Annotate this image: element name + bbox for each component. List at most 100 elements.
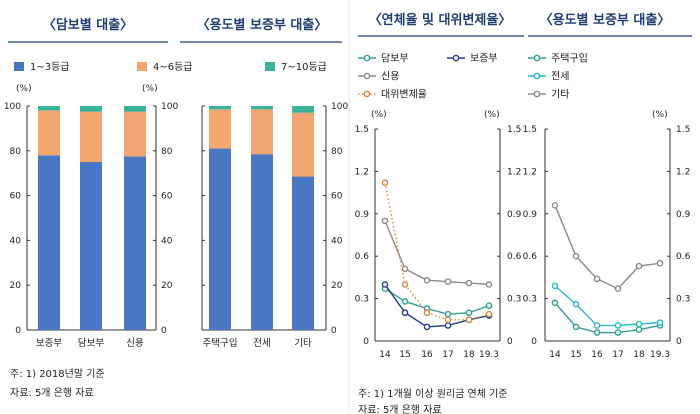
line1-point-1-0 bbox=[381, 281, 389, 288]
line1-point-0-5 bbox=[485, 302, 493, 309]
bar2-bar-1-0 bbox=[251, 154, 273, 330]
line1-point-3-5 bbox=[485, 310, 493, 318]
line2-legend-marker-0 bbox=[533, 54, 541, 62]
legend-swatch-grade710 bbox=[265, 62, 275, 71]
bar1-xtick-0: 보증부 bbox=[36, 338, 62, 349]
line1-point-3-2 bbox=[423, 309, 431, 317]
line2-legend-marker-1 bbox=[533, 72, 541, 80]
line2-point-1-2 bbox=[593, 322, 601, 329]
bar1-bar-2-1 bbox=[124, 111, 146, 157]
line-panel2-plot: 0 0 0.3 0.3 0.6 0.6 0.9 0.9 1.2 1.2 1.5 1.5 14 15 16 17… bbox=[523, 125, 691, 360]
bar1-ytick-right: 60 bbox=[161, 192, 173, 202]
line1-ytick-right: 1.2 bbox=[507, 167, 521, 177]
bar2-bar-2-1 bbox=[292, 112, 314, 177]
line1-legend-label-1: 보증부 bbox=[470, 53, 498, 65]
line1-ytick-right: 0.6 bbox=[507, 252, 522, 262]
line2-point-0-2 bbox=[593, 329, 601, 336]
bar-panel1-title-text: 담보별 대출 bbox=[56, 17, 120, 33]
line-unit-mid: (%) bbox=[484, 110, 500, 120]
line2-xtick-1: 15 bbox=[570, 350, 581, 360]
legend-label-grade13: 1~3등급 bbox=[30, 61, 70, 73]
line2-point-0-3 bbox=[614, 329, 622, 336]
bracket-close: 〉 bbox=[657, 12, 670, 28]
bar1-ytick-left: 0 bbox=[15, 326, 21, 336]
line-panel1-title: 〈연체율 및 대위변제율〉 bbox=[369, 12, 512, 28]
line1-ytick-left: 1.5 bbox=[355, 125, 369, 135]
line2-ytick-right: 0.9 bbox=[676, 210, 691, 220]
line1-point-2-3 bbox=[444, 278, 452, 285]
bar2-xtick-0: 주택구입 bbox=[203, 337, 238, 349]
line1-legend-marker-0 bbox=[363, 54, 371, 62]
line-panel1-plot: 0 0 0.3 0.3 0.6 0.6 0.9 0.9 1.2 1.2 1.5 1.5 14 15 16 17… bbox=[355, 125, 522, 360]
line2-ytick-left: 0.6 bbox=[523, 252, 538, 262]
line2-legend-marker-2 bbox=[533, 90, 541, 98]
line2-xtick-2: 16 bbox=[591, 350, 603, 360]
bar1-bar-1-2 bbox=[80, 106, 102, 112]
bar1-bar-1-0 bbox=[80, 162, 102, 330]
legend-label-grade46: 4~6등급 bbox=[153, 61, 193, 73]
bar2-xtick-1: 전세 bbox=[253, 338, 270, 349]
bar1-ytick-left: 20 bbox=[10, 281, 22, 291]
bar-panel2-title: 〈용도별 보증부 대출〉 bbox=[197, 17, 328, 33]
bar1-ytick-right: 20 bbox=[161, 281, 173, 291]
line1-xtick-1: 15 bbox=[399, 350, 410, 360]
bar2-ytick-right: 20 bbox=[331, 281, 343, 291]
line-unit-right: (%) bbox=[652, 110, 668, 120]
bar1-ytick-right: 100 bbox=[161, 102, 178, 112]
line2-point-2-3 bbox=[614, 285, 622, 293]
line1-ytick-left: 0 bbox=[363, 337, 369, 347]
line2-series-line-0 bbox=[554, 302, 661, 334]
line-panel2-title-text: 용도별 보증부 대출 bbox=[553, 12, 658, 28]
line2-xtick-0: 14 bbox=[549, 350, 561, 360]
line1-point-1-3 bbox=[444, 322, 452, 329]
line1-point-0-4 bbox=[465, 309, 473, 317]
line2-ytick-left: 0.9 bbox=[523, 210, 538, 220]
bracket-open: 〈 bbox=[43, 17, 56, 33]
line1-series-line-2 bbox=[384, 220, 490, 286]
line-unit-left: (%) bbox=[371, 110, 387, 120]
line1-ytick-right: 0.3 bbox=[507, 295, 521, 305]
line1-ytick-left: 0.6 bbox=[355, 252, 370, 262]
line2-ytick-right: 1.5 bbox=[676, 125, 690, 135]
line1-point-0-3 bbox=[444, 310, 452, 318]
bar1-ytick-right: 0 bbox=[161, 326, 167, 336]
line1-legend-marker-3 bbox=[363, 90, 371, 98]
line2-point-1-0 bbox=[551, 282, 559, 290]
line2-point-0-0 bbox=[551, 299, 559, 307]
bar2-bar-0-2 bbox=[209, 106, 231, 110]
line1-legend-marker-2 bbox=[363, 72, 371, 80]
legend-label-grade710: 7~10등급 bbox=[281, 61, 327, 73]
bracket-close: 〉 bbox=[314, 17, 327, 33]
line1-ytick-right: 1.5 bbox=[507, 125, 521, 135]
bar2-ytick-right: 80 bbox=[331, 147, 343, 157]
bar-unit-right: (%) bbox=[142, 84, 158, 94]
line2-ytick-left: 0.3 bbox=[523, 295, 537, 305]
line1-point-2-2 bbox=[423, 276, 431, 284]
line2-point-2-0 bbox=[551, 202, 559, 209]
line2-ytick-left: 1.2 bbox=[523, 167, 537, 177]
line1-point-2-4 bbox=[465, 279, 473, 287]
line2-point-0-4 bbox=[635, 326, 643, 333]
line1-ytick-right: 0 bbox=[507, 337, 513, 347]
line1-point-3-1 bbox=[401, 281, 409, 288]
bar2-xtick-2: 기타 bbox=[294, 338, 312, 349]
bar1-ytick-left: 40 bbox=[10, 236, 22, 246]
bar1-ytick-right: 40 bbox=[161, 236, 173, 246]
bar-unit-left: (%) bbox=[16, 84, 32, 94]
bracket-close: 〉 bbox=[120, 17, 133, 33]
line1-ytick-left: 1.2 bbox=[355, 167, 369, 177]
line1-xtick-0: 14 bbox=[379, 350, 391, 360]
legend-swatch-grade46 bbox=[137, 62, 147, 71]
bar2-ytick-right: 0 bbox=[331, 326, 337, 336]
bar-legend: 1~3등급 4~6등급 7~10등급 bbox=[14, 61, 327, 73]
bar-panel1-plot: 0 0 20 20 40 40 60 60 80 80 100 100 보증부 담보부 신용 bbox=[4, 102, 179, 349]
line1-point-3-0 bbox=[381, 179, 389, 187]
bracket-open: 〈 bbox=[540, 12, 553, 28]
line2-point-2-2 bbox=[593, 275, 601, 283]
line2-ytick-left: 1.5 bbox=[523, 125, 537, 135]
bar2-ytick-right: 40 bbox=[331, 236, 343, 246]
bracket-open: 〈 bbox=[369, 12, 382, 28]
line1-series-line-1 bbox=[384, 284, 490, 328]
bar2-bar-1-2 bbox=[251, 106, 273, 110]
